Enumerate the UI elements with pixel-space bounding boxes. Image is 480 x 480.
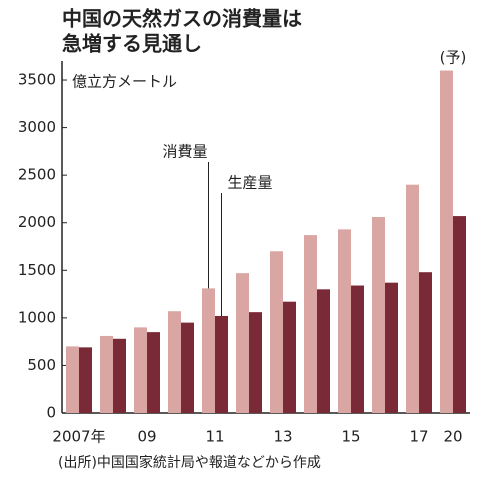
- y-tick-label: 3000: [18, 118, 56, 136]
- y-tick-label: 0: [46, 404, 56, 422]
- chart-title: 急増する見通し: [62, 32, 202, 56]
- chart-title: 中国の天然ガスの消費量は: [62, 7, 302, 31]
- bar: [440, 70, 453, 413]
- bar: [406, 184, 419, 413]
- bar: [385, 282, 398, 413]
- bar: [147, 332, 160, 413]
- legend-label: 消費量: [163, 143, 208, 161]
- y-tick-label: 1000: [18, 308, 56, 326]
- bar: [249, 312, 262, 413]
- legend-label: 生産量: [228, 174, 273, 192]
- bar: [181, 322, 194, 413]
- bar: [351, 285, 364, 413]
- bar: [202, 288, 215, 413]
- bar: [134, 327, 147, 413]
- x-tick-label: 17: [409, 428, 428, 446]
- y-tick-label: 2500: [18, 166, 56, 184]
- bar: [270, 251, 283, 413]
- y-tick-label: 1500: [18, 261, 56, 279]
- bar: [236, 273, 249, 413]
- bar: [168, 311, 181, 413]
- x-tick-label: 11: [205, 428, 224, 446]
- x-tick-label: 15: [341, 428, 360, 446]
- y-tick-label: 3500: [18, 71, 56, 89]
- x-tick-label: 09: [137, 428, 156, 446]
- y-axis-label: 億立方メートル: [72, 73, 177, 91]
- bar: [79, 347, 92, 413]
- y-tick-label: 2000: [18, 213, 56, 231]
- bar: [317, 289, 330, 413]
- bar: [419, 272, 432, 413]
- bar: [283, 301, 296, 413]
- bar: [338, 229, 351, 413]
- x-tick-label: 2007年: [52, 428, 105, 446]
- source-note: (出所)中国国家統計局や報道などから作成: [58, 454, 321, 471]
- bar: [66, 346, 79, 413]
- x-tick-label: 13: [273, 428, 292, 446]
- bar: [453, 216, 466, 413]
- y-tick-label: 500: [27, 356, 56, 374]
- bar: [215, 315, 228, 413]
- bar: [372, 217, 385, 413]
- forecast-label: (予): [440, 49, 467, 67]
- bar: [304, 235, 317, 413]
- bar: [113, 338, 126, 413]
- bar: [100, 335, 113, 413]
- x-tick-label: 20: [443, 428, 462, 446]
